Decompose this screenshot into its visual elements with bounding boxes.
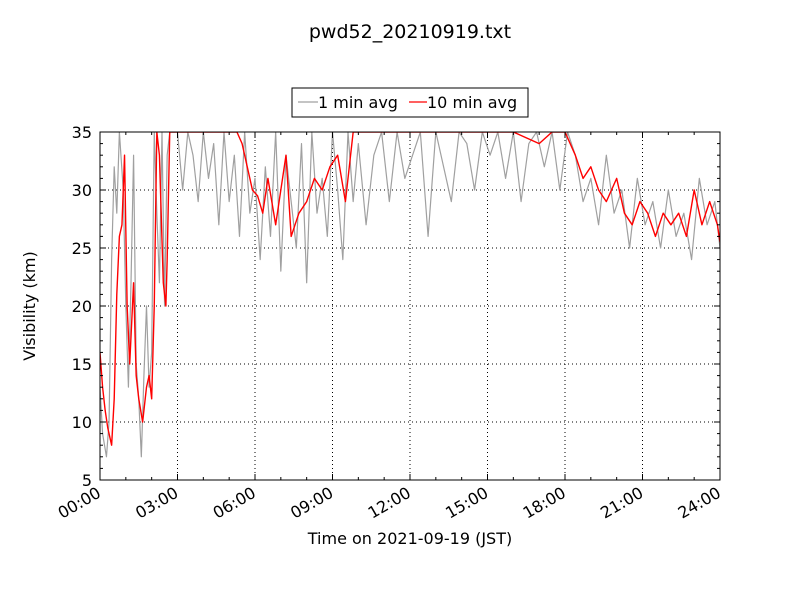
y-tick-label: 25	[72, 239, 92, 258]
y-tick-label: 10	[72, 413, 92, 432]
y-tick-label: 5	[82, 471, 92, 490]
y-tick-label: 35	[72, 123, 92, 142]
y-tick-label: 30	[72, 181, 92, 200]
y-tick-label: 15	[72, 355, 92, 374]
grid	[100, 132, 720, 480]
series-line-10-min-avg	[100, 132, 720, 446]
legend-label-10-min-avg: 10 min avg	[427, 93, 517, 112]
y-tick-label: 20	[72, 297, 92, 316]
axis-ticks	[99, 131, 721, 481]
legend-label-1-min-avg: 1 min avg	[318, 93, 398, 112]
y-axis-label: Visibility (km)	[20, 251, 39, 360]
chart-title: pwd52_20210919.txt	[309, 21, 511, 43]
legend: 1 min avg 10 min avg	[291, 87, 529, 118]
x-axis-label: Time on 2021-09-19 (JST)	[307, 529, 512, 548]
series-line-1-min-avg	[100, 132, 720, 458]
series-layer	[100, 132, 720, 458]
y-axis-tick-labels: 5 10 15 20 25 30 35	[72, 123, 92, 490]
